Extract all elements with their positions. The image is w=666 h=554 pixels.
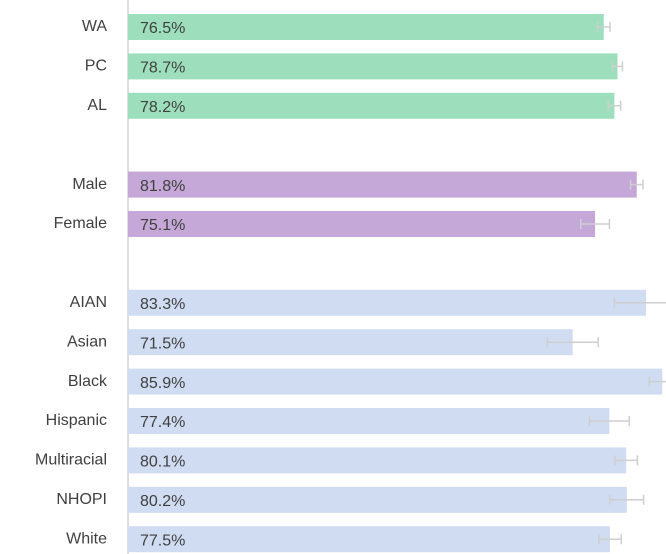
- category-label: AL: [87, 97, 107, 114]
- bar: [128, 329, 573, 356]
- value-label: 77.4%: [140, 414, 185, 431]
- category-label: WA: [82, 18, 108, 35]
- error-bar: [580, 219, 611, 229]
- bar: [128, 171, 637, 198]
- error-bar: [611, 61, 624, 72]
- error-bar: [596, 22, 611, 32]
- category-label: Asian: [67, 333, 107, 350]
- category-label: NHOPI: [56, 491, 107, 508]
- error-bar: [609, 494, 645, 505]
- category-label: Male: [72, 176, 107, 193]
- value-label: 78.7%: [140, 60, 185, 77]
- error-bar: [613, 297, 666, 308]
- category-label: Female: [54, 215, 107, 232]
- bar: [128, 289, 647, 316]
- category-label: Hispanic: [46, 412, 107, 429]
- category-label: Black: [68, 373, 108, 390]
- error-bar: [598, 534, 622, 545]
- category-label: AIAN: [70, 294, 107, 311]
- bar: [128, 447, 627, 474]
- value-label: 78.2%: [140, 99, 185, 116]
- value-label: 80.1%: [140, 454, 185, 471]
- bar: [128, 368, 663, 395]
- value-label: 80.2%: [140, 493, 185, 510]
- bar: [128, 526, 611, 553]
- error-bar: [648, 376, 666, 387]
- value-label: 81.8%: [140, 178, 185, 195]
- category-label: Multiracial: [35, 452, 107, 469]
- error-bar: [614, 455, 639, 466]
- value-label: 76.5%: [140, 20, 185, 37]
- value-label: 83.3%: [140, 296, 185, 313]
- value-label: 71.5%: [140, 335, 185, 352]
- error-bar: [629, 179, 644, 190]
- bar: [128, 14, 604, 40]
- error-bar: [546, 337, 599, 348]
- category-label: PC: [85, 58, 107, 75]
- error-bar: [588, 416, 631, 426]
- error-bar: [607, 100, 622, 111]
- bar: [128, 486, 627, 513]
- bar: [128, 92, 615, 119]
- value-label: 85.9%: [140, 375, 185, 392]
- value-label: 75.1%: [140, 217, 185, 234]
- bar: [128, 408, 610, 434]
- bar: [128, 53, 618, 80]
- category-label: White: [66, 530, 107, 547]
- value-label: 77.5%: [140, 532, 185, 549]
- bar: [128, 211, 596, 237]
